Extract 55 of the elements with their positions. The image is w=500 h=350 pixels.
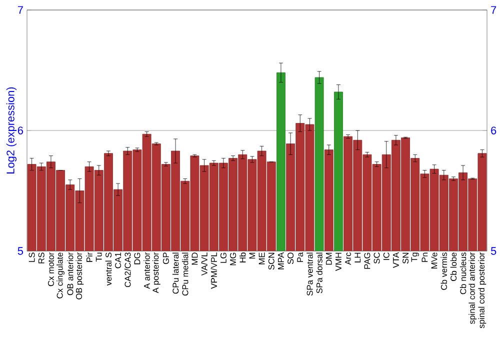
x-tick-label: Pa (297, 252, 304, 262)
x-tick-label: MG (230, 252, 236, 266)
x-tick-label: VMH (336, 252, 342, 271)
x-tick-label: Cb nucleus (460, 252, 466, 294)
y2-tick-label: 5 (490, 247, 496, 255)
x-tick-label: A anterior (144, 252, 150, 289)
x-tick-label: PAG (364, 252, 370, 269)
x-tick-label: Hb (240, 252, 246, 262)
x-tick-label: Cx motor (48, 252, 54, 286)
x-tick-label: Arc (345, 252, 351, 265)
x-tick-label: CPu medial (182, 252, 188, 296)
y2-tick-label: 7 (491, 6, 496, 14)
x-tick-label: Cb lobe (450, 252, 457, 281)
x-tick-label: OB posterior (76, 252, 84, 300)
x-tick-label: Tg (411, 252, 419, 262)
x-tick-label: IC (383, 252, 390, 260)
x-tick-label: spinal cord posterior (478, 252, 486, 328)
x-tick-label: SN (402, 252, 409, 264)
x-tick-label: spinal cord anterior (468, 252, 477, 324)
x-tick-label: M (249, 252, 256, 259)
y-tick-label: 7 (18, 6, 23, 14)
x-tick-label: OB anterior (67, 252, 74, 296)
x-tick-label: VTA (393, 252, 399, 268)
x-tick-label: Cx cingulate (56, 252, 64, 298)
x-tick-label: Cb vermis (440, 252, 447, 290)
x-tick-label: CPu lateral (172, 252, 179, 294)
x-tick-label: Tu (96, 252, 102, 262)
x-tick-label: SPa dorsal (316, 252, 322, 294)
x-tick-label: MVe (431, 252, 438, 268)
x-tick-label: MD (192, 252, 198, 265)
x-tick-label: VPM/VPL (210, 252, 217, 289)
x-tick-label: LH (354, 252, 361, 262)
x-tick-label: Pn (422, 252, 428, 262)
x-tick-label: SC (374, 252, 380, 264)
x-tick-label: GP (162, 252, 169, 264)
x-tick-label: CA2/CA3 (124, 252, 131, 288)
x-tick-label: SPa ventral (306, 252, 313, 296)
x-tick-label: Pir (86, 252, 92, 262)
x-tick-label: LS (28, 252, 35, 262)
x-tick-label: CA1 (115, 252, 122, 268)
x-tick-label: SCN (268, 252, 274, 270)
x-tick-label: LG (220, 252, 226, 263)
y-tick-label: 5 (18, 247, 24, 255)
x-tick-label: ME (258, 252, 265, 264)
x-tick-label: RS (38, 252, 44, 264)
x-tick-label: VA/VL (201, 252, 208, 276)
x-tick-label: MPA (278, 252, 284, 270)
x-tick-label: ventral S (105, 252, 112, 286)
y2-tick-label: 6 (491, 126, 496, 134)
x-tick-label: A posterior (152, 252, 160, 294)
y-tick-label: 6 (18, 126, 23, 134)
x-tick-label: DM (326, 252, 332, 265)
x-tick-label: SO (288, 252, 294, 264)
y-axis-title: Log2 (expression) (6, 87, 17, 174)
x-tick-label: DG (134, 252, 140, 264)
